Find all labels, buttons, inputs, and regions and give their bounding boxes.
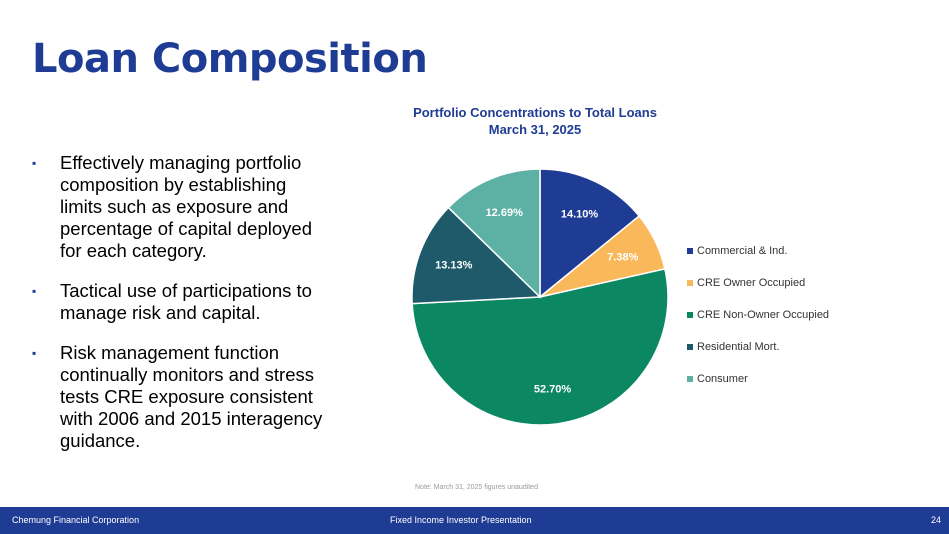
legend-item: Consumer xyxy=(687,371,829,387)
slice-label: 12.69% xyxy=(486,207,524,219)
legend-item: CRE Owner Occupied xyxy=(687,275,829,291)
pie-slice xyxy=(447,168,541,299)
bullet-item: ▪ Tactical use of participations to mana… xyxy=(32,280,332,324)
legend-label: Commercial & Ind. xyxy=(697,245,788,257)
bullet-text: Effectively managing portfolio compositi… xyxy=(60,152,312,261)
pie-slice xyxy=(539,168,641,299)
bullet-item: ▪ Risk management function continually m… xyxy=(32,342,332,452)
legend-swatch xyxy=(687,344,693,350)
legend-swatch xyxy=(687,312,693,318)
bullet-item: ▪ Effectively managing portfolio composi… xyxy=(32,152,332,262)
chart-subtitle: March 31, 2025 xyxy=(488,122,582,137)
legend-item: CRE Non-Owner Occupied xyxy=(687,307,829,323)
legend-label: CRE Owner Occupied xyxy=(697,277,806,289)
chart-title: Portfolio Concentrations to Total Loans xyxy=(413,105,657,120)
slice-label: 52.70% xyxy=(534,383,572,395)
footer-company: Chemung Financial Corporation xyxy=(12,515,140,525)
legend-label: CRE Non-Owner Occupied xyxy=(697,309,830,321)
legend-swatch xyxy=(687,376,693,382)
legend-swatch xyxy=(687,280,693,286)
bullet-marker: ▪ xyxy=(32,346,37,360)
page-title: Loan Composition xyxy=(32,36,428,82)
page-number: 24 xyxy=(930,515,941,525)
chart-legend: Commercial & Ind. CRE Owner Occupied CRE… xyxy=(687,243,829,403)
legend-swatch xyxy=(687,248,693,254)
pie-slice xyxy=(411,268,669,426)
legend-label: Consumer xyxy=(697,373,748,385)
bullet-marker: ▪ xyxy=(32,156,37,170)
bullet-text: Risk management function continually mon… xyxy=(60,342,323,451)
bullet-marker: ▪ xyxy=(32,284,37,298)
slice-label: 13.13% xyxy=(435,259,473,271)
slice-label: 14.10% xyxy=(561,209,599,221)
legend-label: Residential Mort. xyxy=(697,341,780,353)
pie-chart: 14.10% 7.38% 52.70% 13.13% 12.69% xyxy=(411,168,669,426)
pie-slice xyxy=(411,206,542,305)
bullet-text: Tactical use of participations to manage… xyxy=(60,280,312,323)
slice-label: 7.38% xyxy=(607,252,638,264)
bullet-list: ▪ Effectively managing portfolio composi… xyxy=(32,152,332,470)
legend-item: Residential Mort. xyxy=(687,339,829,355)
footnote: Note: March 31, 2025 figures unaudited xyxy=(415,484,538,491)
footer-bar: Chemung Financial Corporation Fixed Inco… xyxy=(0,507,949,534)
legend-item: Commercial & Ind. xyxy=(687,243,829,259)
footer-presentation: Fixed Income Investor Presentation xyxy=(390,515,532,525)
